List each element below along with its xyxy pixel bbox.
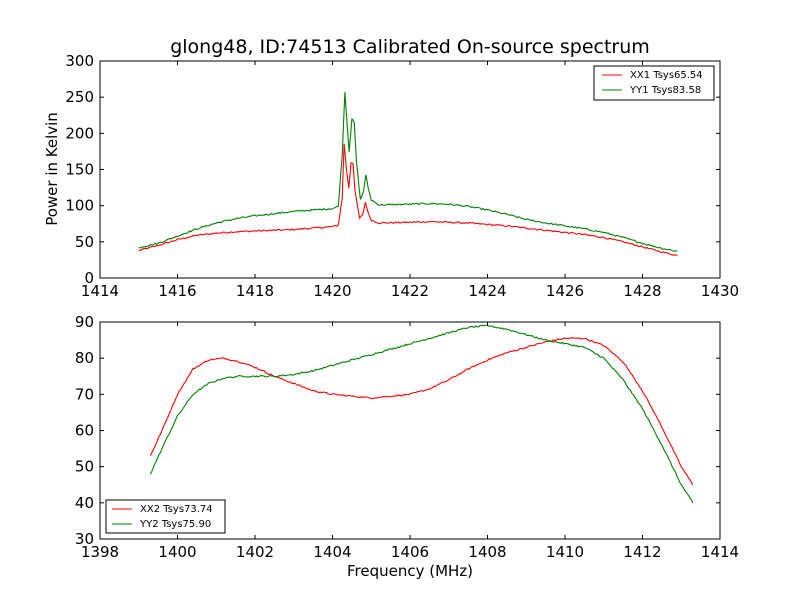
chart-2-y-tick-label: 70 bbox=[75, 385, 94, 403]
chart-2-x-tick-label: 1400 bbox=[158, 543, 196, 561]
chart-1-y-tick-label: 150 bbox=[65, 161, 94, 179]
chart-2-series bbox=[149, 324, 694, 504]
chart-2-x-tick-label: 1404 bbox=[313, 543, 351, 561]
chart-1-legend: XX1 Tsys65.54 YY1 Tsys83.58 bbox=[593, 65, 715, 101]
chart-1-series bbox=[138, 92, 678, 257]
chart-2-x-tick-label: 1414 bbox=[701, 543, 739, 561]
chart-1-y-tick-label: 0 bbox=[84, 269, 94, 287]
chart-2-x-tick-label: 1412 bbox=[623, 543, 661, 561]
chart-2-xlabel: Frequency (MHz) bbox=[347, 562, 473, 580]
chart-1-x-tick-label: 1414 bbox=[81, 282, 119, 300]
legend-label-yy1: YY1 Tsys83.58 bbox=[629, 85, 701, 96]
legend-label-yy2: YY2 Tsys75.90 bbox=[139, 519, 211, 530]
chart-2-y-tick-label: 40 bbox=[75, 494, 94, 512]
chart-1-y-tick-label: 100 bbox=[65, 197, 94, 215]
chart-1-y-tick-label: 50 bbox=[75, 233, 94, 251]
chart-2-legend: XX2 Tsys73.74 YY2 Tsys75.90 bbox=[105, 499, 226, 534]
chart-1-y-tick-label: 200 bbox=[65, 124, 94, 142]
chart-1-x-tick-label: 1428 bbox=[623, 282, 661, 300]
chart-1-ylabel: Power in Kelvin bbox=[43, 112, 61, 226]
chart-2-ticks: 1398 1400 1402 1404 1406 1408 1410 1412 1414 30 40… bbox=[75, 313, 739, 561]
chart-2-y-tick-label: 60 bbox=[75, 422, 94, 440]
chart-1-x-tick-label: 1424 bbox=[468, 282, 506, 300]
chart-2-x-tick-label: 1402 bbox=[236, 543, 274, 561]
chart-1-x-tick-label: 1420 bbox=[313, 282, 351, 300]
chart-2-y-tick-label: 30 bbox=[75, 530, 94, 548]
chart-1-y-tick-label: 250 bbox=[65, 88, 94, 106]
chart-1-series-line-2 bbox=[138, 92, 678, 252]
chart-1-x-tick-label: 1430 bbox=[701, 282, 739, 300]
chart-2-legend-box bbox=[105, 499, 226, 534]
chart-2-y-tick-label: 50 bbox=[75, 458, 94, 476]
chart-1-x-tick-label: 1418 bbox=[236, 282, 274, 300]
chart-2-x-tick-label: 1398 bbox=[81, 543, 119, 561]
chart-1-ticks: 1414 1416 1418 1420 1422 1424 1426 1428 1430 0 50 1… bbox=[65, 52, 739, 300]
chart-1-legend-box bbox=[593, 65, 715, 101]
chart-1-y-tick-label: 300 bbox=[65, 52, 94, 70]
chart-1-x-tick-label: 1422 bbox=[391, 282, 429, 300]
chart-2-y-tick-label: 80 bbox=[75, 349, 94, 367]
chart-2-x-tick-label: 1408 bbox=[468, 543, 506, 561]
chart-2-series-line-2 bbox=[149, 324, 694, 504]
chart-1-series-line-1 bbox=[138, 143, 678, 257]
chart-1-x-tick-label: 1426 bbox=[546, 282, 584, 300]
legend-label-xx1: XX1 Tsys65.54 bbox=[630, 70, 703, 81]
chart-2-series-line-1 bbox=[149, 337, 694, 486]
chart-2-y-tick-label: 90 bbox=[75, 313, 94, 331]
chart-2-x-tick-label: 1406 bbox=[391, 543, 429, 561]
chart-1-x-tick-label: 1416 bbox=[158, 282, 196, 300]
legend-label-xx2: XX2 Tsys73.74 bbox=[140, 504, 213, 515]
chart-2-x-tick-label: 1410 bbox=[546, 543, 584, 561]
chart-1-title: glong48, ID:74513 Calibrated On-source s… bbox=[170, 36, 650, 58]
